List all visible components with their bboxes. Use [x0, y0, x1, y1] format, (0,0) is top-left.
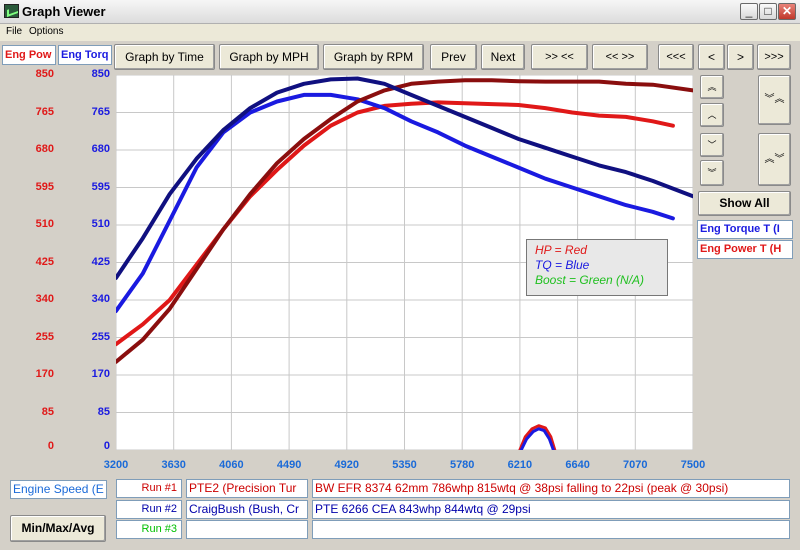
run-1-label[interactable]: Run #1 — [116, 479, 182, 498]
y-tick-label-right: 510 — [91, 218, 110, 230]
y-tick-label-left: 170 — [35, 368, 54, 380]
y-tick-label-left: 340 — [35, 293, 54, 305]
legend-tq: TQ = Blue — [535, 258, 590, 272]
zoom-out-x-button[interactable]: << >> — [592, 44, 648, 70]
x-tick-label: 3200 — [103, 459, 129, 471]
prev-button[interactable]: Prev — [430, 44, 477, 70]
y-tick-label-left: 510 — [35, 218, 54, 230]
y-tick-label-left: 595 — [35, 180, 54, 193]
run-2-description[interactable]: PTE 6266 CEA 843whp 844wtq @ 29psi — [312, 500, 790, 519]
x-axis-channel-select[interactable]: Engine Speed (E — [10, 480, 107, 499]
y-tick-label-left: 255 — [35, 330, 54, 343]
show-all-button[interactable]: Show All — [698, 191, 791, 216]
series-line-4 — [114, 76, 695, 280]
zoom-in-x-button[interactable]: >> << — [531, 44, 588, 70]
legend-hp: HP = Red — [535, 243, 587, 257]
y-tick-label-left: 680 — [35, 143, 54, 155]
run-1-name[interactable]: PTE2 (Precision Tur — [186, 479, 308, 498]
legend-box: HP = Red TQ = Blue Boost = Green (N/A) — [526, 239, 668, 296]
y-tick-label-right: 340 — [91, 293, 110, 305]
graph-viewer-app-icon — [4, 4, 19, 18]
y-tick-label-left: 850 — [35, 68, 54, 80]
y-tick-label-right: 850 — [91, 68, 110, 80]
zoom-out-y-button[interactable]: ︽︾ — [758, 133, 791, 186]
y-tick-label-right: 765 — [91, 105, 110, 118]
minimize-button[interactable]: _ — [740, 3, 758, 20]
scroll-far-right-button[interactable]: >>> — [757, 44, 791, 70]
maximize-button[interactable]: □ — [759, 3, 777, 20]
y-tick-label-left: 85 — [41, 405, 54, 418]
y-tick-label-right: 170 — [91, 368, 110, 380]
y-tick-label-right: 595 — [91, 180, 110, 193]
expand-vertical-icon: ︽︾ — [764, 154, 785, 165]
run-3-label[interactable]: Run #3 — [116, 520, 182, 539]
x-tick-label: 7500 — [680, 459, 706, 471]
x-tick-label: 4490 — [276, 459, 302, 471]
scroll-down-button[interactable]: ﹀ — [700, 133, 724, 157]
scroll-left-button[interactable]: < — [698, 44, 725, 70]
next-button[interactable]: Next — [481, 44, 525, 70]
menu-bar: File Options — [0, 24, 800, 41]
run-3-name[interactable] — [186, 520, 308, 539]
chevron-down-icon: ﹀ — [707, 140, 717, 150]
x-tick-label: 5350 — [392, 459, 417, 471]
scroll-up-fast-button[interactable]: ︽ — [700, 75, 724, 99]
left-axis-channel[interactable]: Eng Pow — [2, 45, 56, 65]
graph-by-rpm-button[interactable]: Graph by RPM — [323, 44, 424, 70]
graph-by-mph-button[interactable]: Graph by MPH — [219, 44, 319, 70]
double-chevron-down-icon: ︾ — [707, 168, 717, 178]
scroll-up-button[interactable]: ︿ — [700, 103, 724, 127]
right-axis-channel[interactable]: Eng Torq — [58, 45, 112, 65]
y-tick-label-right: 680 — [91, 143, 110, 155]
compress-vertical-icon: ︾︽ — [764, 94, 785, 105]
y-tick-label-right: 0 — [103, 440, 110, 452]
series-line-1 — [114, 100, 675, 347]
channel-eng-torque[interactable]: Eng Torque T (I — [697, 220, 793, 239]
min-max-avg-button[interactable]: Min/Max/Avg — [10, 515, 106, 542]
channel-eng-power[interactable]: Eng Power T (H — [697, 240, 793, 259]
y-tick-label-right: 85 — [97, 405, 110, 418]
x-tick-label: 6210 — [507, 459, 533, 471]
run-2-name[interactable]: CraigBush (Bush, Cr — [186, 500, 308, 519]
chevron-up-icon: ︿ — [707, 110, 717, 120]
x-tick-label: 6640 — [565, 459, 590, 471]
window-title: Graph Viewer — [22, 4, 106, 19]
x-tick-label: 7070 — [623, 459, 648, 471]
x-tick-label: 4060 — [219, 459, 244, 471]
zoom-in-y-button[interactable]: ︾︽ — [758, 75, 791, 125]
scroll-right-button[interactable]: > — [727, 44, 754, 70]
menu-file[interactable]: File — [6, 26, 23, 37]
scroll-far-left-button[interactable]: <<< — [658, 44, 694, 70]
series-line-2 — [114, 92, 675, 313]
x-tick-label: 4920 — [334, 459, 360, 471]
legend-boost: Boost = Green (N/A) — [535, 273, 645, 287]
graph-by-time-button[interactable]: Graph by Time — [114, 44, 215, 70]
y-tick-label-left: 765 — [35, 105, 54, 118]
x-tick-label: 3630 — [161, 459, 186, 471]
series-line-5 — [518, 424, 557, 452]
y-tick-label-left: 425 — [35, 255, 54, 268]
run-3-description[interactable] — [312, 520, 790, 539]
menu-options[interactable]: Options — [29, 26, 64, 37]
series-line-6 — [519, 427, 555, 452]
x-tick-label: 5780 — [449, 459, 475, 471]
double-chevron-up-icon: ︽ — [707, 82, 717, 92]
rpm-chart — [114, 74, 695, 452]
close-button[interactable]: ✕ — [778, 3, 796, 20]
y-tick-label-left: 0 — [47, 440, 54, 452]
scroll-down-fast-button[interactable]: ︾ — [700, 160, 724, 186]
y-tick-label-right: 255 — [91, 330, 110, 343]
series-line-3 — [114, 78, 695, 364]
y-tick-label-right: 425 — [91, 255, 110, 268]
title-bar: Graph Viewer _ □ ✕ — [0, 0, 800, 24]
run-1-description[interactable]: BW EFR 8374 62mm 786whp 815wtq @ 38psi f… — [312, 479, 790, 498]
run-2-label[interactable]: Run #2 — [116, 500, 182, 519]
